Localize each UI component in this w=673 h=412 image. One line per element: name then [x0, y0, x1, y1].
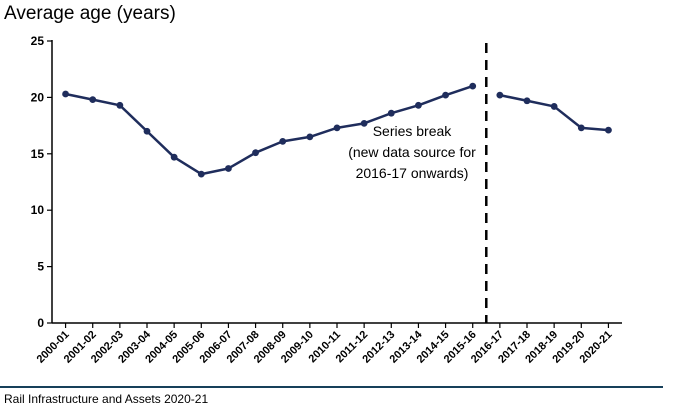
- series-break-label: 2016-17 onwards): [356, 165, 469, 181]
- data-point: [197, 170, 205, 178]
- y-tick-label: 5: [37, 260, 44, 274]
- y-tick-label: 15: [31, 147, 45, 161]
- data-point: [252, 149, 259, 157]
- data-point: [442, 91, 449, 99]
- data-point: [62, 90, 69, 98]
- data-point: [225, 165, 232, 172]
- series-break-label: Series break: [373, 123, 453, 139]
- series-break: Series break (new data source for 2016-17 …: [348, 43, 488, 323]
- footer-divider: [0, 386, 663, 388]
- y-tick-label: 10: [31, 203, 45, 217]
- data-point: [89, 96, 97, 104]
- data-point: [360, 119, 368, 127]
- axes: 05101520252000-012001-022002-032003-0420…: [31, 34, 622, 366]
- y-tick-label: 20: [31, 90, 45, 104]
- series-break-label: (new data source for: [348, 144, 476, 160]
- data-point: [143, 127, 151, 135]
- y-tick-label: 0: [37, 316, 44, 330]
- data-point: [605, 126, 612, 134]
- data-point: [387, 109, 395, 117]
- data-point: [523, 97, 531, 105]
- y-tick-label: 25: [31, 34, 45, 48]
- series-line: [499, 93, 609, 132]
- data-point: [550, 103, 558, 110]
- series-line: [65, 84, 474, 176]
- chart-title: Average age (years): [4, 3, 176, 24]
- data-point: [333, 124, 341, 132]
- line-chart: Average age (years) 05101520252000-01200…: [4, 3, 622, 366]
- data-point: [469, 82, 477, 90]
- series-layer: [62, 82, 612, 178]
- data-point: [116, 101, 124, 109]
- source-note: Rail Infrastructure and Assets 2020-21: [4, 392, 209, 406]
- data-point: [170, 153, 178, 161]
- data-point: [306, 133, 314, 141]
- data-point: [415, 101, 422, 109]
- data-point: [496, 91, 504, 99]
- data-point: [577, 124, 585, 132]
- data-point: [279, 137, 287, 145]
